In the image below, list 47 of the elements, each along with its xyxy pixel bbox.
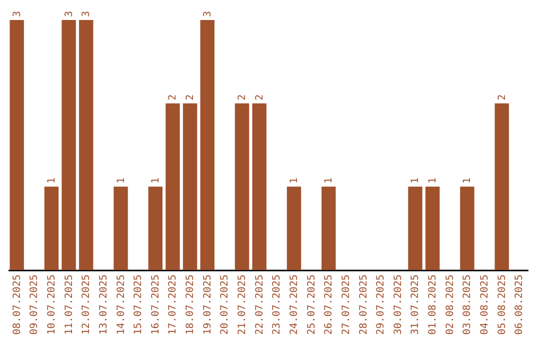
data-label: 2 bbox=[237, 94, 248, 100]
x-tick-label: 06.08.2025 bbox=[514, 274, 526, 335]
x-tick-label: 13.07.2025 bbox=[98, 274, 110, 335]
data-label: 2 bbox=[254, 94, 266, 100]
x-tick-label: 08.07.2025 bbox=[12, 274, 23, 335]
data-label: 3 bbox=[12, 10, 23, 17]
x-tick-label: 02.08.2025 bbox=[444, 274, 456, 335]
x-tick-label: 09.07.2025 bbox=[29, 274, 40, 335]
data-label: 2 bbox=[168, 94, 179, 100]
x-tick-label: 15.07.2025 bbox=[133, 274, 144, 335]
data-label: 1 bbox=[428, 178, 439, 184]
x-tick-label: 31.07.2025 bbox=[410, 274, 422, 335]
x-tick-label: 30.07.2025 bbox=[392, 274, 404, 335]
x-tick-label: 29.07.2025 bbox=[376, 274, 387, 335]
data-label: 3 bbox=[202, 10, 214, 17]
x-tick-label: 22.07.2025 bbox=[254, 274, 266, 335]
data-label: 3 bbox=[81, 10, 92, 17]
x-tick-label: 03.08.2025 bbox=[462, 274, 474, 335]
data-label: 1 bbox=[288, 178, 300, 184]
x-tick-label: 25.07.2025 bbox=[306, 274, 318, 335]
data-label: 1 bbox=[410, 178, 422, 184]
x-tick-label: 14.07.2025 bbox=[116, 274, 127, 335]
x-tick-label: 19.07.2025 bbox=[202, 274, 214, 335]
data-label: 1 bbox=[462, 178, 474, 184]
data-label: 1 bbox=[46, 178, 58, 184]
x-tick-label: 24.07.2025 bbox=[288, 274, 300, 335]
x-tick-label: 04.08.2025 bbox=[480, 274, 491, 335]
data-label: 2 bbox=[185, 94, 196, 100]
data-label: 1 bbox=[116, 178, 127, 184]
x-tick-label: 01.08.2025 bbox=[428, 274, 439, 335]
data-label: 2 bbox=[496, 94, 508, 100]
x-tick-label: 05.08.2025 bbox=[496, 274, 508, 335]
x-tick-label: 23.07.2025 bbox=[272, 274, 283, 335]
x-tick-label: 11.07.2025 bbox=[64, 274, 75, 335]
x-tick-label: 16.07.2025 bbox=[150, 274, 162, 335]
x-tick-label: 12.07.2025 bbox=[81, 274, 92, 335]
data-label: 1 bbox=[324, 178, 335, 184]
data-label: 1 bbox=[150, 178, 162, 184]
x-tick-label: 26.07.2025 bbox=[324, 274, 335, 335]
x-tick-label: 10.07.2025 bbox=[46, 274, 58, 335]
data-label: 3 bbox=[64, 10, 75, 17]
x-tick-label: 28.07.2025 bbox=[358, 274, 370, 335]
x-tick-label: 17.07.2025 bbox=[168, 274, 179, 335]
x-tick-label: 21.07.2025 bbox=[237, 274, 248, 335]
x-tick-label: 18.07.2025 bbox=[185, 274, 196, 335]
x-tick-label: 27.07.2025 bbox=[340, 274, 352, 335]
x-tick-label: 20.07.2025 bbox=[220, 274, 231, 335]
